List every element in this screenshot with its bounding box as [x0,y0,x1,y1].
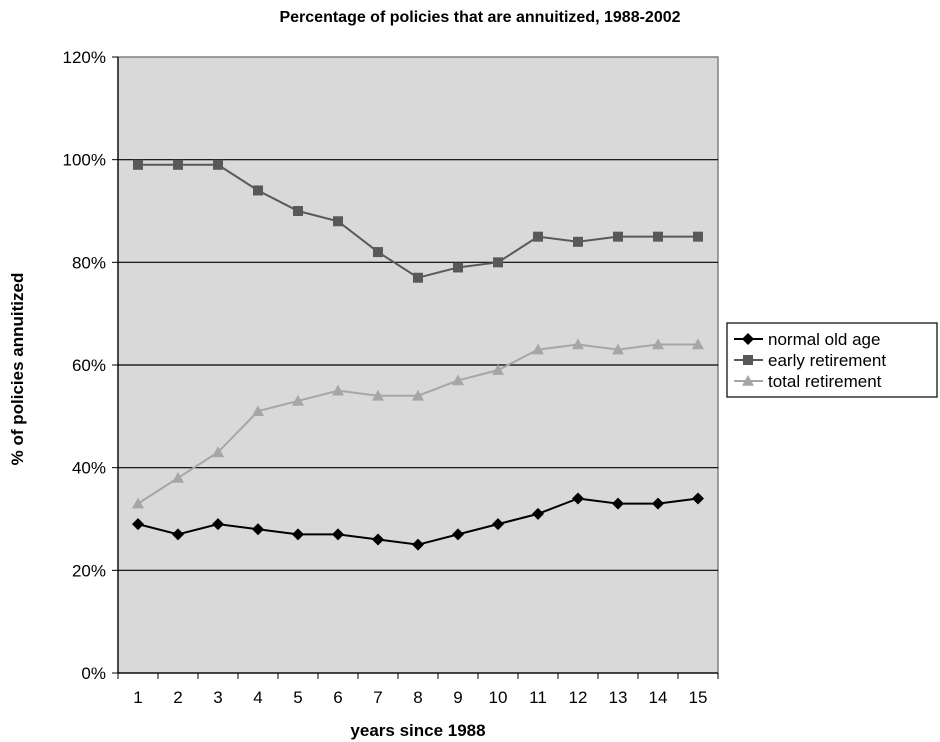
legend-marker [742,333,754,345]
data-point [492,364,504,375]
data-point [173,159,183,170]
series-normal-old-age [132,492,704,551]
data-point [253,185,263,196]
legend-marker [743,355,753,365]
x-tick-label: 5 [293,688,302,707]
data-point [692,338,704,350]
y-tick-label: 20% [72,561,106,580]
data-point [452,528,464,541]
data-point [132,497,144,509]
axes: 0%20%40%60%80%100%120%1 2 3 4 5 6 7 8 9 10 11 12 13 1… [63,48,719,707]
data-point [693,231,703,242]
data-point [292,528,304,541]
data-point [133,159,143,170]
y-tick-label: 0% [81,664,106,683]
data-point [653,231,663,242]
y-tick-label: 80% [72,253,106,272]
data-point [652,338,664,350]
data-point [412,538,424,551]
y-tick-label: 40% [72,459,106,478]
gridlines [118,159,718,571]
x-tick-label: 4 [253,688,262,707]
data-point [493,257,503,268]
y-axis-label: % of policies annuitized [8,273,27,466]
data-point [252,405,264,416]
data-point [132,518,144,531]
x-tick-label: 2 [173,688,182,707]
data-point [212,446,224,458]
data-point [252,523,264,536]
data-point [412,389,424,401]
x-tick-label: 6 [333,688,342,707]
data-point [612,497,624,510]
x-tick-label: 3 [213,688,222,707]
data-point [172,528,184,541]
data-point [453,262,463,273]
series-early-retirement [133,159,703,283]
legend-label: early retirement [768,351,886,370]
x-tick-label: 12 [569,688,588,707]
data-point [612,343,624,355]
y-tick-label: 120% [63,48,106,67]
data-point [372,533,384,546]
data-point [373,247,383,258]
data-point [533,231,543,242]
data-point [213,159,223,170]
x-tick-label: 9 [453,688,462,707]
series-total-retirement [132,338,704,509]
data-point [212,518,224,531]
x-tick-label: 1 [133,688,142,707]
data-point [333,216,343,227]
x-tick-label: 8 [413,688,422,707]
x-tick-label: 15 [689,688,708,707]
data-point [452,374,464,386]
data-point [372,389,384,401]
x-tick-label: 13 [609,688,628,707]
data-point [572,338,584,350]
data-point [492,518,504,531]
data-point [172,471,184,483]
data-point [613,231,623,242]
data-point [413,272,423,283]
legend-label: total retirement [768,372,882,391]
x-axis-label: years since 1988 [350,721,485,740]
data-point [532,507,544,520]
legend-item: early retirement [734,351,886,370]
data-point [692,492,704,505]
x-tick-label: 14 [649,688,668,707]
data-point [572,492,584,505]
legend-label: normal old age [768,330,880,349]
data-point [292,394,304,406]
data-point [652,497,664,510]
legend-item: normal old age [734,330,880,349]
x-tick-label: 10 [489,688,508,707]
data-point [573,236,583,247]
data-point [332,528,344,541]
legend-marker [742,375,754,386]
x-tick-label: 7 [373,688,382,707]
data-point [332,384,344,396]
y-tick-label: 100% [63,151,106,170]
chart-title: Percentage of policies that are annuitiz… [279,9,680,26]
data-point [532,343,544,355]
legend-item: total retirement [734,372,882,391]
y-tick-label: 60% [72,356,106,375]
data-point [293,206,303,216]
x-tick-label: 11 [529,688,547,707]
series-layer [132,159,704,551]
legend: normal old age early retirement total reti… [726,322,938,398]
